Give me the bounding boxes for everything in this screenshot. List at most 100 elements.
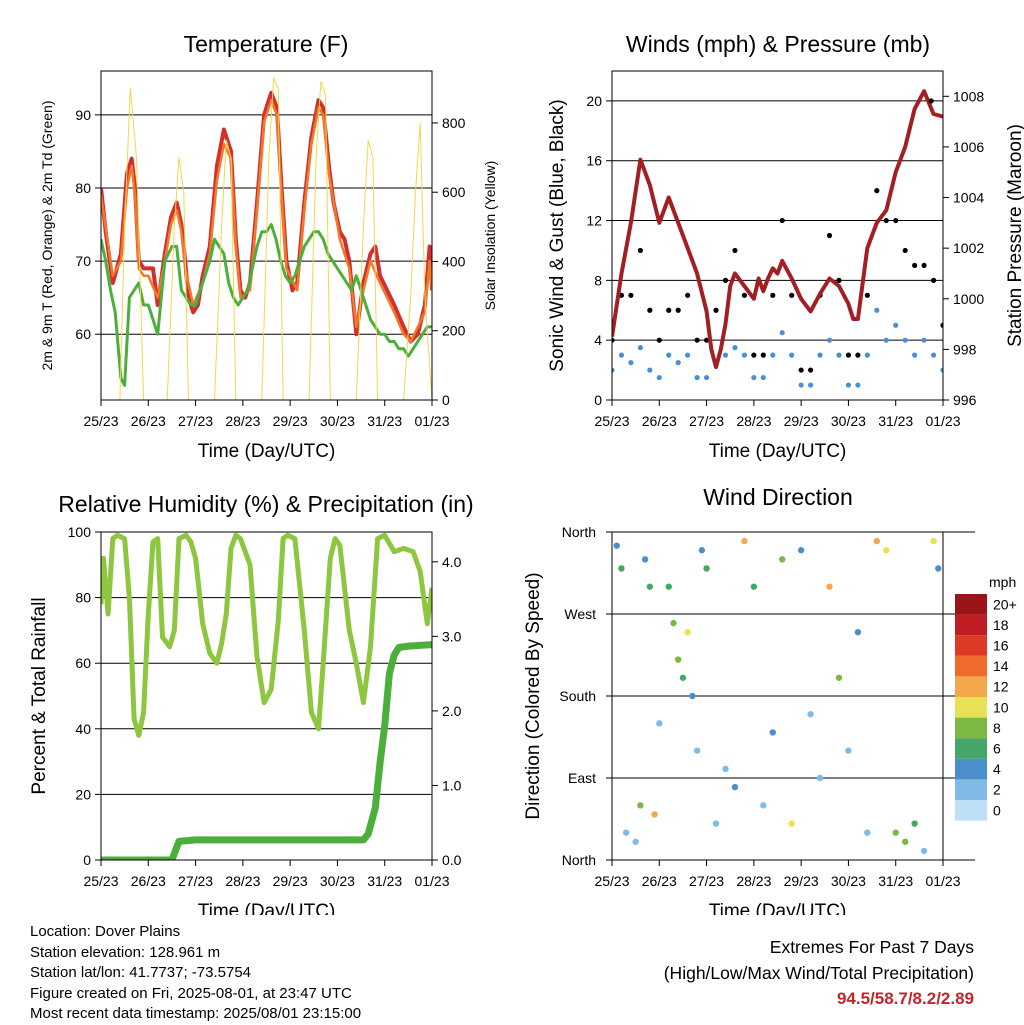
chart-title: Relative Humidity (%) & Precipitation (i… [58, 491, 473, 517]
y-tick-label: 12 [586, 213, 602, 229]
direction-point [703, 565, 710, 572]
x-tick-label: 01/23 [414, 873, 449, 889]
extremes-title: Extremes For Past 7 Days [769, 937, 974, 957]
y-tick-label: West [564, 606, 596, 622]
series-point [921, 262, 927, 269]
series-point [666, 352, 672, 358]
direction-point [646, 583, 654, 590]
panel-1: Temperature (F) 60 70 80 90 0 200 400 600 800 25/2… [39, 31, 498, 462]
colorbar-label: 6 [993, 741, 1001, 757]
series-point [864, 352, 870, 358]
x-tick-label: 26/23 [131, 873, 166, 889]
x-axis-label: Time (Day/UTC) [198, 901, 336, 915]
direction-point [670, 619, 677, 627]
colorbar-swatch [955, 758, 987, 780]
series-point [760, 352, 766, 358]
direction-point [760, 802, 767, 809]
direction-point [920, 847, 928, 855]
colorbar-label: 8 [993, 720, 1001, 736]
direction-point [665, 583, 672, 590]
direction-point [864, 829, 871, 836]
series-point [855, 382, 861, 388]
series-point [722, 277, 729, 283]
y-axis-label: Percent & Total Rainfall [29, 597, 50, 794]
direction-point [613, 542, 620, 549]
series-point [826, 232, 833, 239]
series-line [612, 89, 943, 370]
plot-area [101, 77, 432, 400]
series-point [789, 352, 795, 358]
y-right-tick-label: 1002 [953, 240, 984, 256]
series-point [845, 352, 852, 358]
series-point [703, 374, 710, 381]
x-tick-label: 29/23 [784, 413, 819, 429]
series-point [836, 277, 842, 283]
x-axis-label: Time (Day/UTC) [709, 441, 847, 462]
x-tick-label: 28/23 [225, 413, 260, 429]
x-tick-label: 28/23 [225, 873, 260, 889]
series-point [940, 322, 943, 328]
y-right-tick-label: 200 [442, 323, 466, 339]
direction-point [622, 829, 630, 836]
recent-timestamp: Most recent data timestamp: 2025/08/01 2… [30, 1005, 362, 1022]
direction-point [788, 820, 795, 827]
y-right-tick-label: 1.0 [442, 777, 462, 793]
colorbar-label: 14 [993, 658, 1009, 674]
colorbar-swatch [955, 676, 987, 697]
series-point [779, 217, 785, 224]
extremes-values: 94.5/58.7/8.2/2.89 [836, 989, 974, 1008]
figure-created: Figure created on Fri, 2025-08-01, at 23… [30, 984, 352, 1002]
y-right-tick-label: 0 [442, 392, 450, 408]
series-point [912, 352, 918, 358]
y-tick-label: East [568, 770, 596, 786]
series-point [612, 367, 615, 373]
direction-point [750, 583, 758, 590]
y-tick-label: South [559, 688, 596, 704]
series-line [101, 98, 432, 343]
x-tick-label: 29/23 [273, 413, 308, 429]
series-point [656, 337, 662, 343]
plot-frame [611, 531, 944, 861]
series-point [770, 352, 776, 358]
series-point [921, 337, 927, 343]
y-tick-label: 0 [594, 392, 602, 408]
series-point [675, 360, 681, 366]
y-tick-label: 4 [594, 332, 602, 348]
series-point [656, 374, 662, 381]
series-point [864, 292, 870, 298]
series-point [741, 292, 748, 298]
series-point [675, 307, 681, 313]
series-point [883, 337, 889, 343]
x-tick-label: 27/23 [178, 873, 213, 889]
series-point [694, 374, 700, 381]
series-point [883, 217, 889, 224]
series-point [751, 352, 757, 358]
panel-3: Relative Humidity (%) & Precipitation (i… [29, 491, 474, 915]
direction-point [930, 537, 937, 545]
y-right-tick-label: 4.0 [442, 554, 462, 570]
direction-point [854, 629, 862, 636]
y-axis-label-right: Solar Insolation (Yellow) [482, 161, 498, 311]
series-point [732, 345, 738, 351]
series-point [694, 337, 700, 343]
x-tick-label: 25/23 [83, 413, 118, 429]
y-tick-label: 40 [75, 721, 91, 737]
direction-point [769, 729, 776, 736]
colorbar-swatch [955, 779, 987, 800]
panel-4: Wind Direction North East South West North 25/… [523, 484, 1017, 915]
series-point [685, 352, 691, 358]
direction-point [651, 811, 658, 818]
extremes-legend: (High/Low/Max Wind/Total Precipitation) [663, 963, 974, 983]
colorbar-label: 16 [993, 638, 1009, 654]
direction-point [835, 674, 843, 681]
series-point [637, 247, 643, 254]
colorbar-swatch [955, 594, 987, 615]
series-line [101, 641, 432, 860]
series-point [912, 262, 918, 269]
series-line [101, 77, 432, 400]
y-tick-label: 0 [83, 852, 91, 868]
direction-point [712, 820, 720, 827]
series-point [808, 367, 814, 373]
colorbar-label: 10 [993, 699, 1009, 715]
direction-point [722, 765, 729, 773]
